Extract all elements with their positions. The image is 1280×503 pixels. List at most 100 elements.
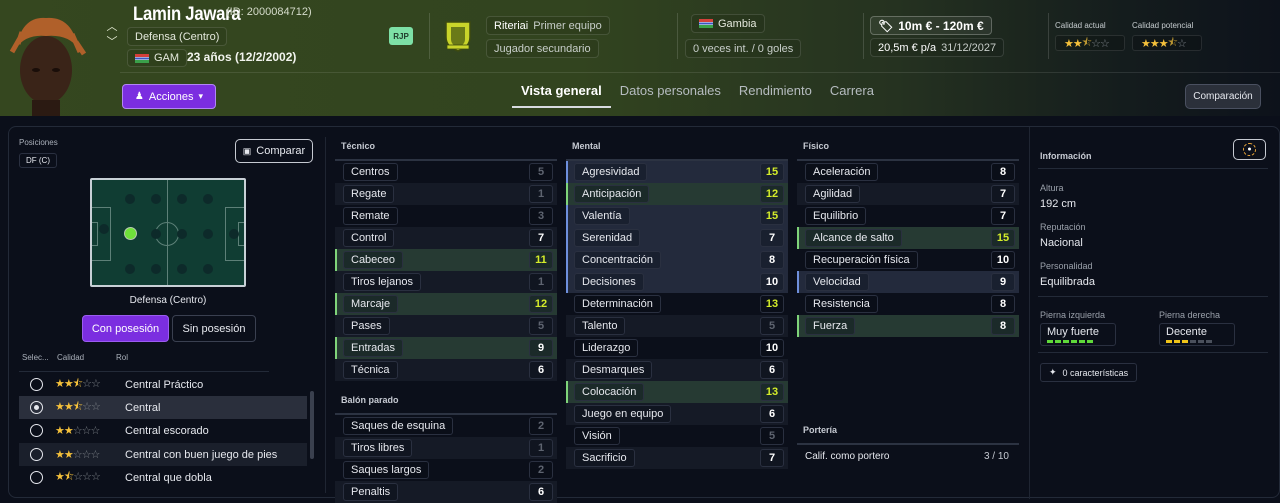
attribute-row[interactable]: Saques largos 2 <box>335 459 557 481</box>
actions-button[interactable]: ♟ Acciones ▾ <box>122 84 216 109</box>
attribute-row[interactable]: Regate 1 <box>335 183 557 205</box>
height-value: 192 cm <box>1040 198 1077 210</box>
radio-button[interactable] <box>30 424 43 437</box>
with-possession-toggle[interactable]: Con posesión <box>82 315 169 342</box>
attribute-row[interactable]: Juego en equipo 6 <box>566 403 788 425</box>
attribute-value: 5 <box>760 317 784 335</box>
star-half-icon: ⯪ <box>1081 36 1092 49</box>
chevron-down-icon[interactable]: ﹀ <box>106 36 118 48</box>
attribute-row[interactable]: Liderazgo 10 <box>566 337 788 359</box>
price-tag-icon: 🏷 <box>878 18 894 33</box>
tab-datos-personales[interactable]: Datos personales <box>619 83 721 98</box>
star-full-icon: ★★★ <box>1141 37 1169 50</box>
role-row[interactable]: ★★⯪☆☆ Central Práctico <box>19 373 307 396</box>
attribute-name: Regate <box>343 185 395 203</box>
tab-vista-general[interactable]: Vista general <box>512 80 611 108</box>
attribute-row[interactable]: Tiros lejanos 1 <box>335 271 557 293</box>
attribute-name: Aceleración <box>805 163 879 181</box>
attribute-row[interactable]: Resistencia 8 <box>797 293 1019 315</box>
star-half-icon: ⯪ <box>1167 36 1178 49</box>
overview-panel: Posiciones DF (C) ▣ Comparar Defensa (Ce… <box>8 126 1280 503</box>
height-label: Altura <box>1040 183 1064 193</box>
attribute-row[interactable]: Determinación 13 <box>566 293 788 315</box>
role-stars: ★★⯪☆☆ <box>55 378 101 390</box>
attribute-value: 13 <box>760 383 784 401</box>
attribute-row[interactable]: Decisiones 10 <box>566 271 788 293</box>
attribute-row[interactable]: Colocación 13 <box>566 381 788 403</box>
attribute-row[interactable]: Velocidad 9 <box>797 271 1019 293</box>
attribute-row[interactable]: Saques de esquina 2 <box>335 415 557 437</box>
radio-button[interactable] <box>30 378 43 391</box>
role-row[interactable]: ★★☆☆☆ Central escorado <box>19 419 307 442</box>
attribute-row[interactable]: Tiros libres 1 <box>335 437 557 459</box>
chevron-up-icon[interactable]: ︿ <box>106 21 118 33</box>
attribute-name: Técnica <box>343 361 398 379</box>
attribute-row[interactable]: Pases 5 <box>335 315 557 337</box>
attribute-row[interactable]: Marcaje 12 <box>335 293 557 315</box>
selected-position-dot[interactable] <box>124 227 137 240</box>
attribute-name: Tiros lejanos <box>343 273 421 291</box>
attribute-row[interactable]: Alcance de salto 15 <box>797 227 1019 249</box>
caps-chip: 0 veces int. / 0 goles <box>685 39 802 58</box>
attribute-row[interactable]: Remate 3 <box>335 205 557 227</box>
attribute-row[interactable]: Talento 5 <box>566 315 788 337</box>
attribute-row[interactable]: Concentración 8 <box>566 249 788 271</box>
role-row[interactable]: ★★☆☆☆ Central con buen juego de pies <box>19 443 307 466</box>
without-possession-toggle[interactable]: Sin posesión <box>172 315 256 342</box>
attribute-value: 15 <box>760 207 784 225</box>
player-header: ︿ ﹀ Lamin Jawara (ID: 2000084712) Defens… <box>0 0 1280 116</box>
attribute-value: 7 <box>760 229 784 247</box>
attribute-row[interactable]: Equilibrio 7 <box>797 205 1019 227</box>
radio-button[interactable] <box>30 471 43 484</box>
comparison-button[interactable]: Comparación <box>1185 84 1261 109</box>
radio-button[interactable] <box>30 448 43 461</box>
nation-chip[interactable]: Gambia <box>691 14 765 33</box>
attribute-name: Juego en equipo <box>574 405 672 423</box>
roles-scrollbar[interactable] <box>310 391 314 459</box>
attribute-row[interactable]: Técnica 6 <box>335 359 557 381</box>
attribute-value: 6 <box>760 361 784 379</box>
attribute-row[interactable]: Anticipación 12 <box>566 183 788 205</box>
traits-button[interactable]: ✦ 0 características <box>1040 363 1138 382</box>
attribute-row[interactable]: Aceleración 8 <box>797 161 1019 183</box>
attribute-row[interactable]: Valentía 15 <box>566 205 788 227</box>
squad-status: Jugador secundario <box>494 42 591 55</box>
tab-carrera[interactable]: Carrera <box>829 83 874 98</box>
attribute-row[interactable]: Visión 5 <box>566 425 788 447</box>
attribute-row[interactable]: Agresividad 15 <box>566 161 788 183</box>
compare-icon: ▣ <box>242 145 252 156</box>
attribute-value: 5 <box>760 427 784 445</box>
compare-button[interactable]: ▣ Comparar <box>235 139 313 163</box>
role-row[interactable]: ★⯪☆☆☆ Central que dobla <box>19 466 307 489</box>
personality-icon-button[interactable]: ● <box>1233 139 1266 160</box>
attribute-value: 8 <box>991 295 1015 313</box>
attribute-row[interactable]: Agilidad 7 <box>797 183 1019 205</box>
attribute-row[interactable]: Penaltis 6 <box>335 481 557 503</box>
mental-title: Mental <box>566 127 788 161</box>
tab-rendimiento[interactable]: Rendimiento <box>738 83 812 98</box>
attribute-row[interactable]: Entradas 9 <box>335 337 557 359</box>
attribute-row[interactable]: Recuperación física 10 <box>797 249 1019 271</box>
club-chip[interactable]: Riteriai Primer equipo <box>486 16 610 35</box>
attribute-value: 8 <box>991 163 1015 181</box>
attribute-row[interactable]: Desmarques 6 <box>566 359 788 381</box>
person-circle-icon: ● <box>1243 143 1256 156</box>
attribute-name: Alcance de salto <box>805 229 902 247</box>
radio-button-selected[interactable] <box>30 401 43 414</box>
attribute-row[interactable]: Serenidad 7 <box>566 227 788 249</box>
attribute-row[interactable]: Sacrificio 7 <box>566 447 788 469</box>
potential-quality-stars: ★★★ ⯪ ☆ <box>1132 35 1202 51</box>
attribute-value: 1 <box>529 439 553 457</box>
attribute-row[interactable]: Cabeceo 11 <box>335 249 557 271</box>
attribute-value: 11 <box>529 251 553 269</box>
attribute-value: 10 <box>760 273 784 291</box>
attribute-row[interactable]: Control 7 <box>335 227 557 249</box>
gambia-flag-icon <box>699 19 713 28</box>
player-nav-arrows[interactable]: ︿ ﹀ <box>104 20 120 50</box>
attribute-name: Marcaje <box>343 295 399 313</box>
contract-end: 31/12/2027 <box>941 41 997 54</box>
role-row[interactable]: ★★⯪☆☆ Central <box>19 396 307 419</box>
reputation-value: Nacional <box>1040 237 1083 249</box>
attribute-row[interactable]: Fuerza 8 <box>797 315 1019 337</box>
attribute-row[interactable]: Centros 5 <box>335 161 557 183</box>
